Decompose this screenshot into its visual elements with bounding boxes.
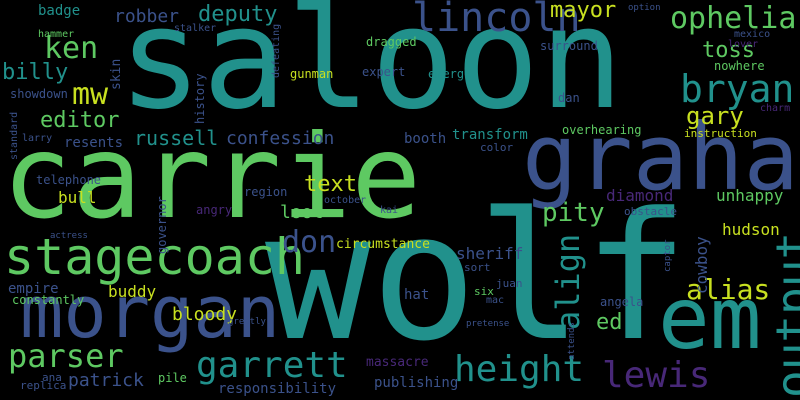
word-gary: gary: [686, 102, 744, 130]
word-lover: lover: [728, 39, 759, 50]
word-bryan: bryan: [680, 67, 795, 111]
word-ana: ana: [42, 371, 62, 384]
word-confession: confession: [226, 128, 335, 149]
word-expert: expert: [362, 65, 406, 79]
word-editor: editor: [40, 108, 120, 133]
word-cowboy: cowboy: [692, 236, 711, 294]
word-angry: angry: [196, 203, 233, 217]
word-text: text: [304, 172, 357, 197]
word-region: region: [244, 185, 288, 199]
word-robber: robber: [114, 6, 180, 27]
word-constantly: constantly: [12, 293, 85, 307]
word-ophelia: ophelia: [670, 1, 797, 36]
word-obstacle: obstacle: [624, 205, 677, 218]
word-booth: booth: [404, 131, 447, 147]
word-transform: transform: [452, 127, 528, 143]
word-mac: mac: [486, 295, 505, 306]
word-massacre: massacre: [366, 355, 429, 370]
word-dragged: dragged: [366, 35, 417, 49]
word-overhearing: overhearing: [562, 123, 642, 137]
word-stagecoach: stagecoach: [4, 228, 306, 286]
word-wolf: wolf: [265, 175, 689, 380]
word-diamond: diamond: [606, 186, 674, 205]
word-charm: charm: [760, 103, 791, 114]
word-captor: captor: [663, 239, 673, 272]
word-surround: surround: [540, 39, 598, 53]
word-patrick: patrick: [68, 370, 144, 391]
word-sheriff: sheriff: [456, 244, 524, 263]
word-six: six: [474, 285, 494, 298]
word-larry: larry: [22, 133, 53, 144]
word-buddy: buddy: [108, 282, 157, 301]
word-october: october: [324, 195, 367, 206]
word-showdown: showdown: [10, 87, 68, 101]
word-garrett: garrett: [196, 345, 348, 386]
word-juan: juan: [496, 277, 523, 290]
word-don: don: [282, 225, 337, 260]
word-pity: pity: [542, 198, 605, 228]
word-pretense: pretense: [466, 319, 510, 329]
word-mw: mw: [72, 77, 109, 112]
word-billy: billy: [2, 60, 69, 85]
word-russell: russell: [134, 126, 219, 150]
word-lincoln: lincoln: [412, 0, 581, 41]
word-carrie: carrie: [2, 110, 422, 245]
word-publishing: publishing: [374, 375, 459, 391]
word-pile: pile: [158, 371, 187, 385]
word-greatly: greatly: [228, 317, 266, 327]
word-responsibility: responsibility: [218, 381, 337, 397]
word-dan: dan: [558, 91, 580, 105]
word-resents: resents: [64, 135, 124, 151]
word-color: color: [480, 141, 514, 154]
word-emerge: emerge: [428, 67, 472, 81]
word-alias: alias: [686, 273, 771, 306]
word-empire: empire: [8, 281, 59, 297]
word-option: option: [628, 3, 661, 13]
word-nowhere: nowhere: [714, 59, 765, 73]
word-ed: ed: [596, 310, 623, 335]
word-hat: hat: [404, 287, 430, 303]
word-bull: bull: [58, 188, 97, 207]
word-instruction: instruction: [684, 127, 757, 140]
word-parser: parser: [8, 337, 124, 375]
word-governor: governor: [155, 196, 169, 254]
word-replica: replica: [20, 379, 67, 392]
word-sort: sort: [464, 261, 491, 274]
word-height: height: [454, 349, 585, 390]
word-standard: standard: [9, 111, 20, 160]
word-attends: attends: [567, 322, 577, 360]
word-telephone: telephone: [36, 173, 102, 187]
word-align: align: [549, 233, 587, 330]
word-toss: toss: [702, 38, 755, 63]
word-stalker: stalker: [174, 23, 217, 34]
word-bloody: bloody: [172, 304, 238, 325]
word-defeating: defeating: [271, 23, 282, 78]
word-mexico: mexico: [734, 29, 771, 40]
word-unhappy: unhappy: [716, 186, 784, 205]
word-morgan: morgan: [20, 270, 281, 354]
word-hudson: hudson: [722, 220, 780, 239]
word-circumstance: circumstance: [336, 237, 430, 252]
word-output: output: [766, 231, 800, 398]
word-deputy: deputy: [198, 2, 278, 27]
word-badge: badge: [38, 3, 81, 19]
word-skin: skin: [109, 58, 124, 90]
word-loot: loot: [280, 202, 324, 223]
word-ken: ken: [44, 31, 99, 66]
word-saloon: saloon: [118, 0, 624, 141]
word-kai: kai: [380, 205, 399, 216]
word-mayor: mayor: [550, 0, 617, 23]
word-actress: actress: [50, 231, 88, 241]
word-angela: angela: [600, 295, 644, 309]
word-em: em: [658, 269, 762, 369]
word-gunman: gunman: [290, 67, 334, 81]
word-hammer: hammer: [38, 29, 75, 40]
word-history: history: [193, 73, 207, 124]
word-lewis: lewis: [602, 355, 711, 396]
